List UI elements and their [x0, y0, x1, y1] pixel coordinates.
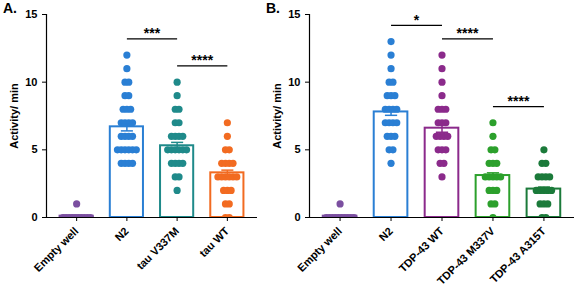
svg-text:N2: N2	[377, 225, 395, 243]
svg-text:*: *	[414, 12, 420, 28]
svg-text:5: 5	[31, 143, 37, 155]
svg-text:10: 10	[288, 76, 300, 88]
html-text:A.: A.	[3, 0, 17, 16]
svg-text:Empty well: Empty well	[31, 225, 80, 274]
svg-text:****: ****	[457, 25, 479, 41]
svg-text:5: 5	[294, 143, 300, 155]
svg-text:Activity/ min: Activity/ min	[271, 83, 283, 149]
svg-text:****: ****	[191, 52, 213, 68]
svg-text:0: 0	[294, 211, 300, 223]
svg-text:***: ***	[144, 25, 161, 41]
svg-text:15: 15	[25, 8, 37, 20]
svg-text:TDP-43 A315T: TDP-43 A315T	[487, 225, 548, 286]
html-text:B.: B.	[266, 0, 280, 16]
svg-text:TDP-43 WT: TDP-43 WT	[396, 225, 446, 275]
svg-text:0: 0	[31, 211, 37, 223]
svg-text:10: 10	[25, 76, 37, 88]
svg-text:tau V337M: tau V337M	[134, 225, 181, 272]
svg-text:****: ****	[508, 93, 530, 109]
svg-text:tau WT: tau WT	[197, 225, 232, 260]
svg-text:15: 15	[288, 8, 300, 20]
svg-text:Empty well: Empty well	[295, 225, 344, 274]
svg-text:Activity/ min: Activity/ min	[8, 83, 20, 149]
svg-text:TDP-43 M337V: TDP-43 M337V	[434, 224, 497, 287]
svg-text:N2: N2	[112, 225, 130, 243]
